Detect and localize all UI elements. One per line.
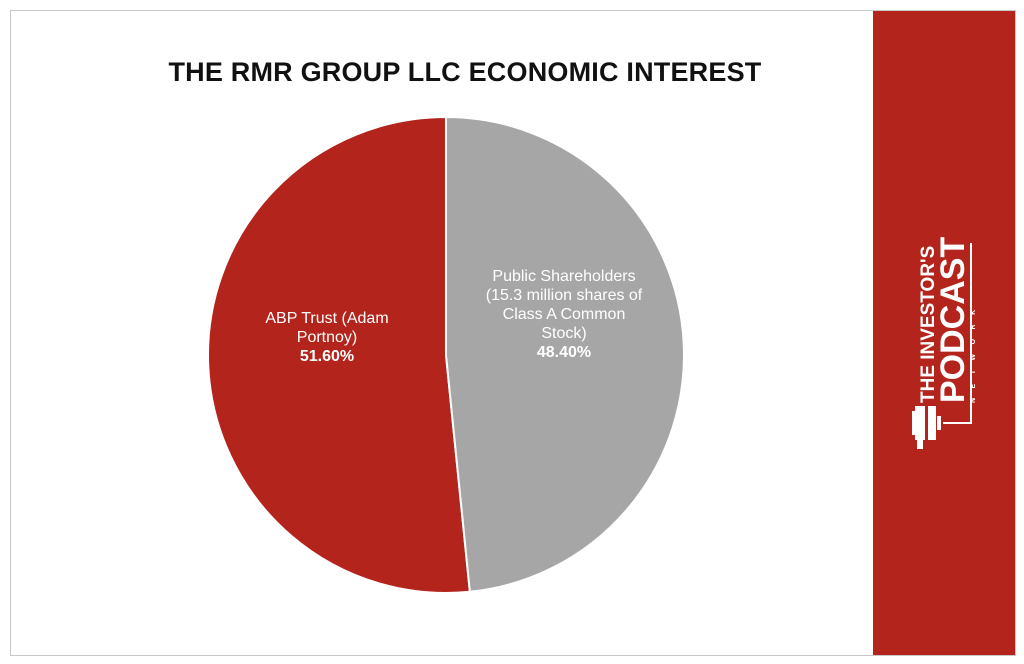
brand-line1: THE INVESTOR'S [918,246,939,403]
slice-label-1-line-0: Public Shareholders [492,268,635,285]
pie-chart: ABP Trust (Adam Portnoy) 51.60% Public Shar… [207,115,685,594]
slice-value-0: 51.60% [300,348,354,365]
slice-label-1-line-3: Stock) [541,325,586,342]
investors-podcast-logo: THE INVESTOR'S PODCAST NETWORK [912,237,977,449]
pie-slice-1 [445,115,685,593]
slice-value-1: 48.40% [537,344,591,361]
pie-slice-0 [207,115,471,594]
brand-line3: NETWORK [970,300,977,403]
chart-title: THE RMR GROUP LLC ECONOMIC INTEREST [168,57,762,87]
brand-panel: THE INVESTOR'S PODCAST NETWORK [873,11,1015,655]
slice-label-1-line-2: Class A Common [503,306,626,323]
slice-label-1-line-1: (15.3 million shares of [486,287,643,304]
brand-line2: PODCAST [934,237,972,403]
podcast-mic-icon [912,406,941,449]
slice-label-0-line-1: Portnoy) [297,329,357,346]
slice-label-0-line-0: ABP Trust (Adam [265,310,388,327]
